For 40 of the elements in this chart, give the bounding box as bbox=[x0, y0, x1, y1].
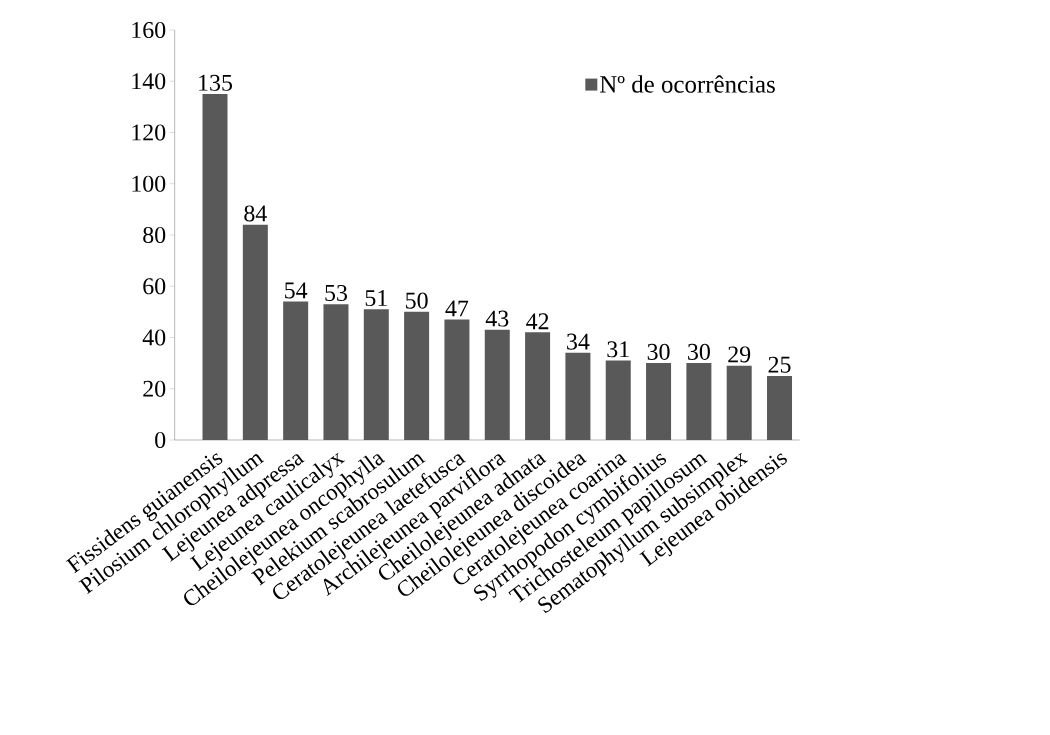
y-tick-label: 60 bbox=[143, 278, 166, 295]
data-label: 42 bbox=[526, 313, 549, 330]
y-tick-label: 20 bbox=[143, 380, 166, 397]
bar bbox=[565, 352, 591, 440]
legend-label: Nº de ocorrências bbox=[600, 75, 775, 93]
bar bbox=[404, 311, 430, 440]
data-label: 29 bbox=[728, 346, 751, 363]
data-label: 51 bbox=[365, 290, 387, 307]
data-label: 54 bbox=[285, 282, 308, 299]
bar bbox=[484, 329, 510, 440]
bar bbox=[767, 375, 793, 440]
data-label: 30 bbox=[688, 343, 710, 360]
data-label: 47 bbox=[445, 300, 469, 317]
data-label: 50 bbox=[406, 292, 428, 309]
y-tick-label: 40 bbox=[142, 329, 166, 346]
bar bbox=[363, 309, 389, 440]
data-label: 25 bbox=[768, 356, 791, 373]
y-tick-label: 0 bbox=[155, 431, 166, 449]
bar bbox=[444, 319, 470, 440]
bar bbox=[525, 332, 551, 440]
bar bbox=[283, 301, 309, 440]
bar bbox=[686, 363, 712, 440]
y-tick-label: 140 bbox=[132, 73, 166, 90]
y-tick-label: 80 bbox=[143, 226, 166, 244]
data-label: 34 bbox=[567, 333, 590, 350]
data-label: 43 bbox=[485, 310, 509, 327]
data-label: 135 bbox=[199, 74, 232, 91]
y-tick-label: 100 bbox=[132, 175, 166, 192]
y-tick-label: 160 bbox=[132, 21, 166, 39]
bar bbox=[242, 224, 268, 440]
data-label: 84 bbox=[244, 205, 267, 222]
y-tick-label: 120 bbox=[132, 124, 166, 141]
bar bbox=[605, 360, 631, 440]
bar bbox=[323, 304, 349, 440]
bar bbox=[202, 94, 228, 440]
data-label: 31 bbox=[607, 341, 629, 358]
data-label: 53 bbox=[325, 284, 347, 301]
bar bbox=[726, 365, 752, 440]
data-label: 30 bbox=[647, 343, 670, 360]
bar bbox=[646, 363, 672, 440]
